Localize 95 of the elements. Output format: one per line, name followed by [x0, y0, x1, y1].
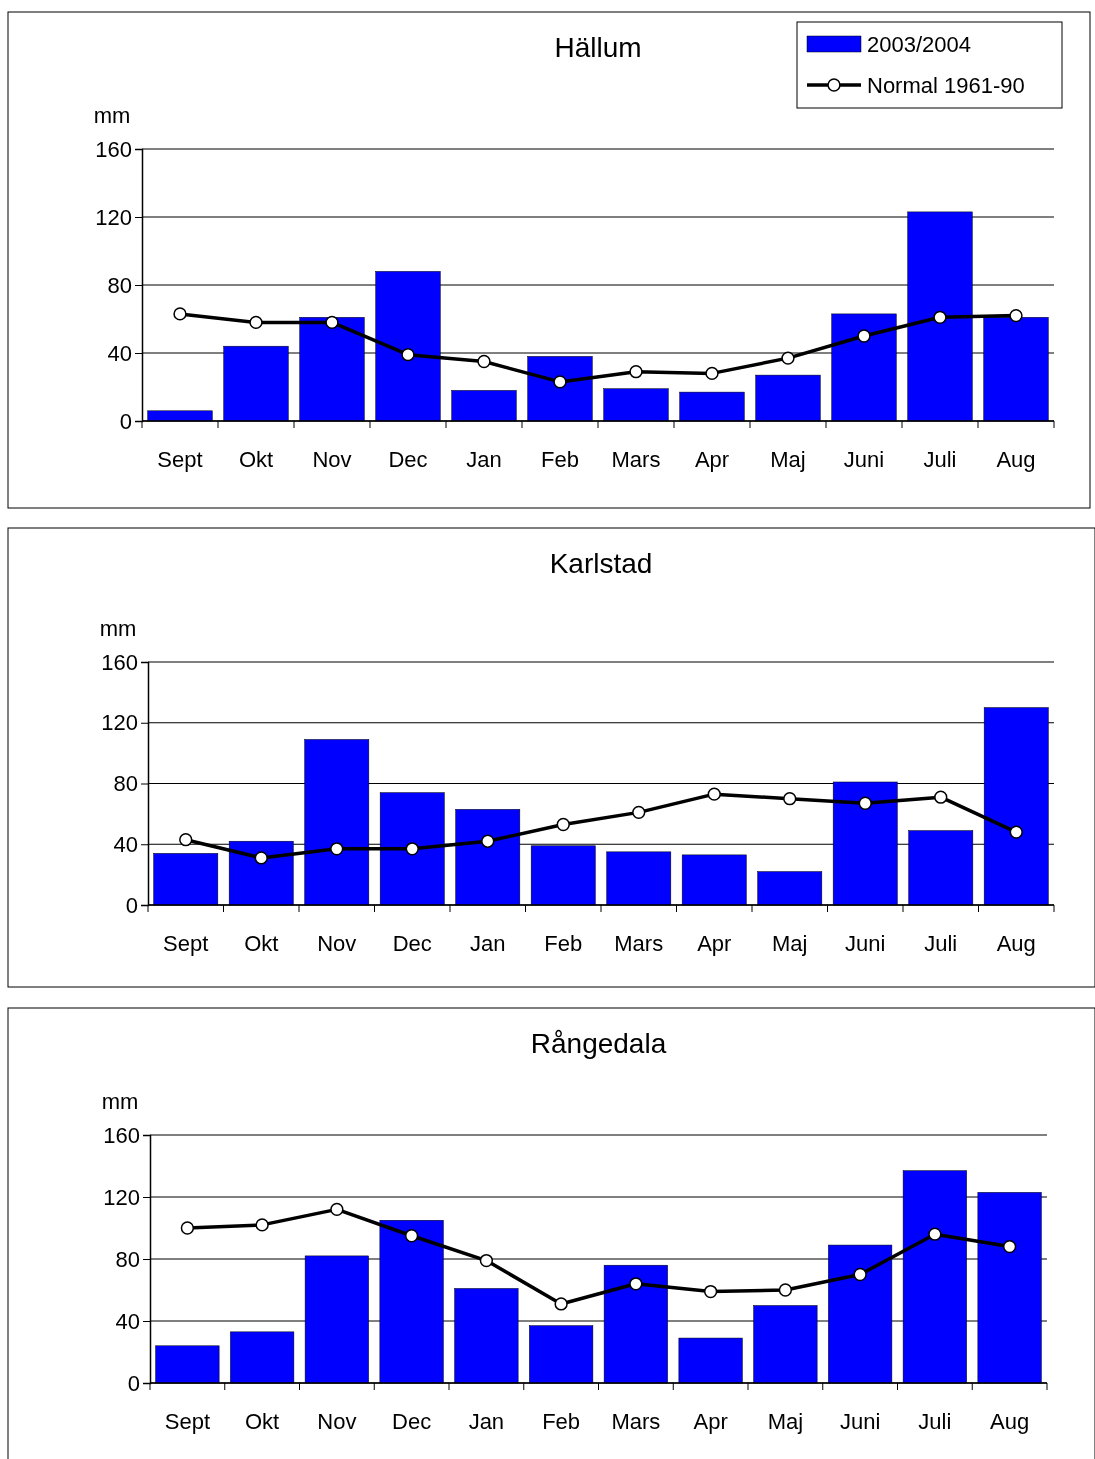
point [173, 307, 187, 321]
point [325, 315, 339, 330]
point [857, 329, 871, 343]
point [933, 310, 947, 324]
point [404, 1229, 419, 1243]
y-tick-label: 120 [101, 710, 138, 736]
point [858, 796, 872, 810]
point [179, 833, 193, 847]
x-tick-label: Juli [923, 447, 957, 472]
point [853, 1267, 867, 1282]
x-tick-label: Mars [614, 931, 664, 956]
point [481, 834, 495, 848]
x-tick-label: Jan [466, 447, 502, 472]
point [554, 1297, 568, 1311]
y-axis-title: mm [99, 616, 137, 641]
x-tick-label: Feb [544, 931, 583, 956]
point [632, 805, 646, 820]
point [705, 366, 719, 381]
x-tick-label: Juli [924, 931, 958, 956]
legend-label: 2003/2004 [867, 32, 971, 57]
x-tick-label: Maj [770, 447, 806, 472]
x-tick-label: Juni [839, 1409, 881, 1434]
x-tick-label: Okt [244, 931, 279, 956]
x-tick-label: Okt [238, 447, 274, 472]
point [934, 790, 948, 804]
x-tick-label: Juni [843, 447, 885, 472]
point [477, 354, 491, 369]
legend-label: Normal 1961-90 [867, 73, 1025, 98]
y-tick-label: 80 [115, 1246, 140, 1272]
point [330, 1202, 344, 1217]
x-tick-label: Sept [163, 931, 209, 956]
x-tick-label: Sept [157, 447, 203, 472]
point [479, 1253, 494, 1268]
point [255, 1218, 269, 1232]
y-tick-label: 40 [107, 340, 132, 366]
point [254, 851, 268, 865]
point [556, 817, 570, 832]
point [1009, 308, 1023, 323]
x-tick-label: Aug [996, 447, 1036, 472]
x-tick-label: Juni [845, 931, 886, 956]
point [778, 1283, 793, 1297]
chart-title: Hällum [554, 32, 642, 63]
y-axis-title: mm [101, 1089, 139, 1114]
point [928, 1227, 942, 1241]
y-tick-label: 0 [125, 892, 138, 918]
x-tick-label: Apr [693, 1409, 728, 1434]
chart-title: Karlstad [549, 548, 653, 579]
x-tick-label: Okt [245, 1409, 280, 1434]
y-tick-label: 0 [119, 408, 132, 434]
x-tick-label: Apr [694, 447, 730, 472]
point [401, 348, 415, 362]
point [783, 792, 797, 806]
y-tick-label: 120 [103, 1184, 140, 1210]
y-tick-label: 0 [127, 1370, 140, 1396]
y-tick-label: 40 [115, 1308, 140, 1334]
point [1002, 1239, 1017, 1254]
point [553, 375, 567, 389]
y-axis-title: mm [93, 103, 131, 128]
x-tick-label: Nov [317, 931, 357, 956]
point [330, 842, 344, 856]
y-tick-label: 120 [95, 204, 132, 230]
point [180, 1221, 195, 1235]
point [707, 787, 721, 801]
x-tick-label: Nov [312, 447, 352, 472]
x-tick-label: Aug [996, 931, 1036, 956]
y-tick-label: 80 [113, 771, 138, 797]
x-tick-label: Feb [541, 447, 579, 472]
x-tick-label: Feb [542, 1409, 581, 1434]
x-tick-label: Mars [611, 1409, 661, 1434]
x-tick-label: Aug [990, 1409, 1030, 1434]
x-tick-label: Jan [470, 931, 506, 956]
x-tick-label: Sept [164, 1409, 211, 1434]
point [781, 351, 795, 365]
point [629, 1277, 643, 1291]
point [703, 1284, 718, 1299]
x-tick-label: Maj [767, 1409, 804, 1434]
x-tick-label: Dec [392, 931, 432, 956]
x-tick-label: Maj [772, 931, 808, 956]
x-tick-label: Mars [611, 447, 661, 472]
x-tick-label: Dec [392, 1409, 432, 1434]
y-tick-label: 160 [103, 1122, 140, 1148]
x-tick-label: Dec [388, 447, 428, 472]
y-tick-label: 160 [101, 649, 138, 675]
y-tick-label: 80 [107, 272, 132, 298]
point [629, 365, 643, 379]
y-tick-label: 160 [95, 136, 132, 162]
point [405, 842, 419, 856]
x-tick-label: Apr [697, 931, 732, 956]
chart-title: Rångedala [530, 1028, 667, 1059]
x-tick-label: Nov [317, 1409, 357, 1434]
x-tick-label: Juli [918, 1409, 952, 1434]
point [1009, 825, 1023, 839]
point [249, 315, 263, 330]
x-tick-label: Jan [468, 1409, 505, 1434]
y-tick-label: 40 [113, 831, 138, 857]
